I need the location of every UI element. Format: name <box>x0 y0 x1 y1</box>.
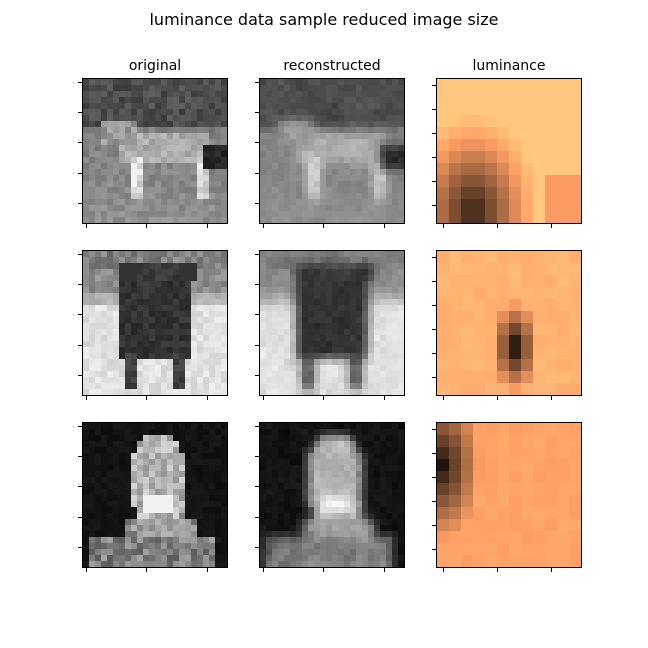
y-tick <box>432 281 436 282</box>
y-tick <box>432 377 436 378</box>
x-tick <box>207 396 208 400</box>
column-title-original: original <box>128 58 182 74</box>
y-tick <box>432 133 436 134</box>
y-tick <box>432 549 436 550</box>
y-tick <box>432 501 436 502</box>
x-tick <box>443 396 444 400</box>
y-tick <box>255 284 259 285</box>
x-tick <box>443 224 444 228</box>
y-tick <box>255 112 259 113</box>
original-image-row-3 <box>83 423 227 567</box>
y-tick <box>78 284 82 285</box>
x-tick <box>323 568 324 572</box>
luminance-image-row-1 <box>437 79 581 223</box>
reconstructed-image-row-1 <box>260 79 404 223</box>
figure-title: luminance data sample reduced image size <box>149 10 499 29</box>
y-tick <box>255 254 259 255</box>
panel-reconstructed-row-2 <box>259 250 405 396</box>
x-tick <box>551 224 552 228</box>
y-tick <box>78 456 82 457</box>
x-tick <box>551 568 552 572</box>
y-tick <box>432 257 436 258</box>
y-tick <box>78 314 82 315</box>
panel-original-row-2 <box>82 250 228 396</box>
x-tick <box>207 224 208 228</box>
y-tick <box>78 142 82 143</box>
y-tick <box>78 517 82 518</box>
x-tick <box>384 568 385 572</box>
y-tick <box>432 85 436 86</box>
x-tick <box>263 396 264 400</box>
y-tick <box>432 305 436 306</box>
panel-reconstructed-row-1 <box>259 78 405 224</box>
y-tick <box>78 173 82 174</box>
y-tick <box>255 426 259 427</box>
y-tick <box>78 254 82 255</box>
x-tick <box>497 396 498 400</box>
y-tick <box>255 82 259 83</box>
panel-original-row-1 <box>82 78 228 224</box>
y-tick <box>432 477 436 478</box>
y-tick <box>78 82 82 83</box>
y-tick <box>255 173 259 174</box>
panel-luminance-row-3 <box>436 422 582 568</box>
panel-luminance-row-2 <box>436 250 582 396</box>
x-tick <box>86 396 87 400</box>
y-tick <box>78 112 82 113</box>
y-tick <box>432 109 436 110</box>
y-tick <box>432 329 436 330</box>
reconstructed-image-row-3 <box>260 423 404 567</box>
x-tick <box>497 568 498 572</box>
y-tick <box>432 525 436 526</box>
y-tick <box>78 426 82 427</box>
x-tick <box>323 224 324 228</box>
y-tick <box>432 205 436 206</box>
x-tick <box>443 568 444 572</box>
x-tick <box>263 568 264 572</box>
column-title-reconstructed: reconstructed <box>283 58 381 74</box>
y-tick <box>255 142 259 143</box>
luminance-image-row-2 <box>437 251 581 395</box>
x-tick <box>146 224 147 228</box>
y-tick <box>255 203 259 204</box>
y-tick <box>432 353 436 354</box>
panel-luminance-row-1 <box>436 78 582 224</box>
x-tick <box>497 224 498 228</box>
y-tick <box>255 314 259 315</box>
y-tick <box>255 375 259 376</box>
reconstructed-image-row-2 <box>260 251 404 395</box>
x-tick <box>207 568 208 572</box>
y-tick <box>255 456 259 457</box>
original-image-row-2 <box>83 251 227 395</box>
y-tick <box>78 547 82 548</box>
x-tick <box>86 224 87 228</box>
y-tick <box>432 429 436 430</box>
x-tick <box>86 568 87 572</box>
luminance-image-row-3 <box>437 423 581 567</box>
x-tick <box>146 568 147 572</box>
y-tick <box>255 345 259 346</box>
x-tick <box>551 396 552 400</box>
original-image-row-1 <box>83 79 227 223</box>
column-title-luminance: luminance <box>472 58 546 74</box>
panel-original-row-3 <box>82 422 228 568</box>
y-tick <box>255 486 259 487</box>
panel-reconstructed-row-3 <box>259 422 405 568</box>
x-tick <box>263 224 264 228</box>
y-tick <box>432 453 436 454</box>
x-tick <box>384 224 385 228</box>
y-tick <box>78 203 82 204</box>
y-tick <box>255 517 259 518</box>
y-tick <box>432 157 436 158</box>
y-tick <box>255 547 259 548</box>
y-tick <box>432 181 436 182</box>
x-tick <box>323 396 324 400</box>
y-tick <box>78 375 82 376</box>
y-tick <box>78 486 82 487</box>
x-tick <box>384 396 385 400</box>
x-tick <box>146 396 147 400</box>
y-tick <box>78 345 82 346</box>
